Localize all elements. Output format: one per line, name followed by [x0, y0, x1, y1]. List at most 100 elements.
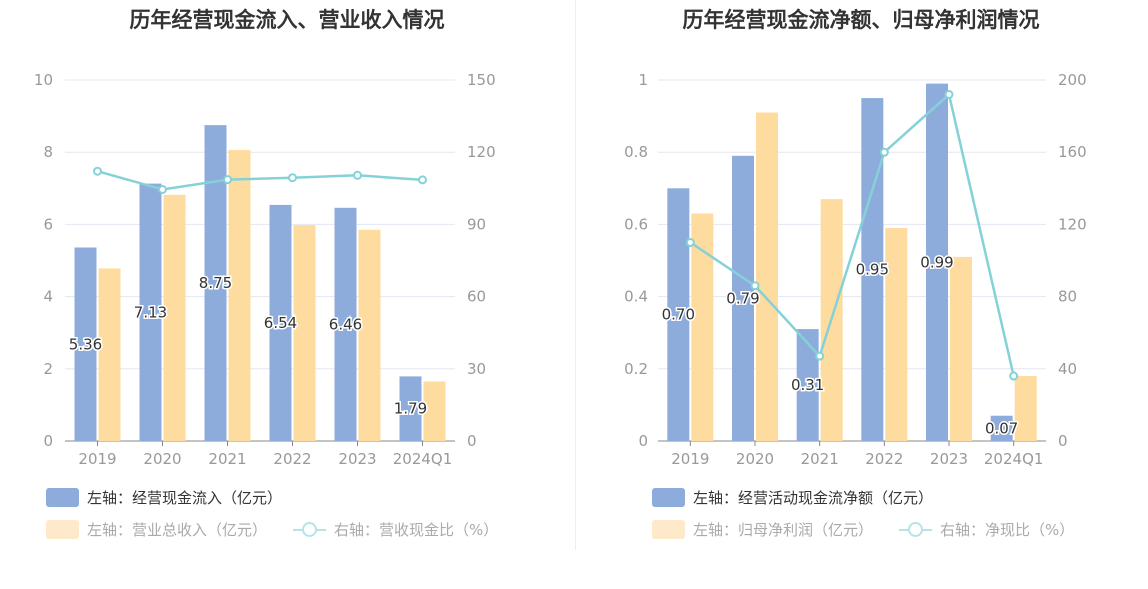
x-tick-label: 2020 [736, 450, 774, 468]
legend-swatch-line [293, 520, 327, 539]
legend-swatch-line [899, 520, 933, 539]
legend-row-1: 左轴：经营活动现金流净额（亿元） [652, 485, 959, 509]
bar-series-2 [1014, 376, 1037, 441]
legend-swatch-bar2 [652, 519, 685, 539]
bar-series-1 [861, 98, 884, 442]
panel-divider [575, 0, 576, 550]
y-tick-label-left: 0.6 [624, 215, 648, 233]
y-tick-label-left: 0.4 [624, 288, 648, 306]
line-point [685, 237, 695, 247]
data-label: 0.99 [920, 253, 953, 271]
data-label: 7.13 [134, 303, 167, 321]
legend-label-bar2: 左轴：归母净利润（亿元） [693, 520, 874, 539]
bar-series-1 [732, 155, 754, 441]
legend-swatch-bar2 [46, 519, 79, 539]
line-point [93, 166, 102, 176]
x-tick-label: 2019 [671, 450, 709, 468]
chart-title: 历年经营现金流入、营业收入情况 [129, 8, 445, 32]
bar-series-2 [293, 225, 316, 441]
bar-series-2 [228, 150, 251, 441]
legend-item-line[interactable]: 右轴：净现比（%） [899, 519, 1074, 540]
x-tick-label: 2024Q1 [393, 450, 453, 468]
y-tick-label-left: 4 [43, 288, 53, 306]
y-tick-label-right: 0 [467, 432, 477, 450]
chart-plot: 0 0.2 0.4 0.6 0.8 1 0 40 80 120 160 200 2019 2020 2021… [624, 71, 1087, 468]
chart-panel-left: 历年经营现金流入、营业收入情况 0 2 4 6 8 10 0 30 60 90 120 150 2019… [34, 8, 524, 541]
bar-series-2 [691, 213, 714, 441]
bar-series-2 [358, 229, 381, 441]
y-tick-label-right: 160 [1058, 143, 1087, 161]
legend-item-bar1[interactable]: 左轴：经营现金流入（亿元） [46, 487, 282, 508]
y-tick-label-right: 40 [1058, 360, 1077, 378]
data-label: 0.31 [791, 376, 824, 394]
legend-row-2: 左轴：归母净利润（亿元） 右轴：净现比（%） [652, 517, 1100, 541]
y-tick-label-right: 80 [1058, 288, 1077, 306]
y-tick-label-left: 2 [43, 360, 53, 378]
bar-series-2 [950, 256, 972, 441]
y-tick-label-left: 6 [43, 215, 53, 233]
bar-series-1 [926, 83, 948, 442]
data-label: 5.36 [69, 335, 102, 353]
y-tick-label-left: 0 [43, 432, 53, 450]
data-label: 8.75 [199, 274, 232, 292]
legend-label-bar1: 左轴：经营现金流入（亿元） [87, 488, 283, 507]
line-point [1009, 371, 1019, 381]
line-point [750, 281, 760, 291]
data-label: 6.54 [264, 314, 297, 332]
x-tick-label: 2023 [930, 450, 968, 468]
bar-series-2 [885, 228, 908, 441]
y-tick-label-left: 0.8 [624, 143, 648, 161]
legend-label-bar1: 左轴：经营活动现金流净额（亿元） [693, 488, 934, 507]
legend-label-line: 右轴：净现比（%） [940, 520, 1075, 539]
x-tick-label: 2019 [78, 450, 116, 468]
y-tick-label-right: 200 [1058, 71, 1087, 89]
bar-series-1 [334, 207, 357, 441]
bar-series-1 [139, 183, 162, 441]
y-tick-label-right: 30 [467, 360, 486, 378]
y-tick-label-left: 0 [638, 432, 648, 450]
bar-series-1 [667, 188, 690, 441]
x-tick-label: 2023 [338, 450, 376, 468]
line-point [418, 175, 427, 185]
bar-series-2 [98, 268, 121, 441]
bar-series-2 [756, 112, 778, 442]
legend-swatch-bar1 [652, 487, 685, 507]
bar-series-1 [990, 415, 1013, 441]
data-label: 6.46 [329, 315, 362, 333]
bar-series-2 [163, 194, 186, 441]
legend-row-1: 左轴：经营现金流入（亿元） [46, 485, 308, 509]
x-tick-label: 2021 [801, 450, 839, 468]
x-tick-label: 2022 [273, 450, 311, 468]
y-tick-label-left: 0.2 [624, 360, 648, 378]
line-point [288, 173, 297, 183]
line-series [689, 92, 1015, 377]
y-tick-label-right: 0 [1058, 432, 1068, 450]
data-label: 0.95 [856, 261, 889, 279]
y-tick-label-right: 60 [467, 288, 486, 306]
legend-item-bar1[interactable]: 左轴：经营活动现金流净额（亿元） [652, 487, 933, 508]
legend-item-bar2[interactable]: 左轴：归母净利润（亿元） [652, 519, 873, 540]
line-point [879, 147, 889, 157]
y-tick-label-left: 1 [638, 71, 648, 89]
line-point [353, 170, 362, 180]
legend-item-line[interactable]: 右轴：营收现金比（%） [293, 519, 498, 540]
bar-series-1 [399, 376, 422, 441]
legend-item-bar2[interactable]: 左轴：营业总收入（亿元） [46, 519, 267, 540]
y-tick-label-right: 120 [467, 143, 496, 161]
chart-title: 历年经营现金流净额、归母净利润情况 [682, 8, 1040, 32]
y-tick-label-right: 150 [467, 71, 496, 89]
bar-series-1 [74, 247, 97, 441]
bar-series-1 [204, 125, 227, 441]
line-point [815, 351, 825, 361]
bar-series-1 [269, 204, 292, 441]
legend-swatch-bar1 [46, 487, 79, 507]
y-tick-label-left: 10 [34, 71, 53, 89]
x-tick-label: 2022 [865, 450, 903, 468]
line-point [158, 185, 167, 195]
data-label: 0.70 [662, 306, 695, 324]
x-tick-label: 2024Q1 [984, 450, 1044, 468]
y-tick-label-right: 120 [1058, 215, 1087, 233]
y-tick-label-left: 8 [43, 143, 53, 161]
legend-row-2: 左轴：营业总收入（亿元） 右轴：营收现金比（%） [46, 517, 524, 541]
data-label: 1.79 [394, 400, 427, 418]
